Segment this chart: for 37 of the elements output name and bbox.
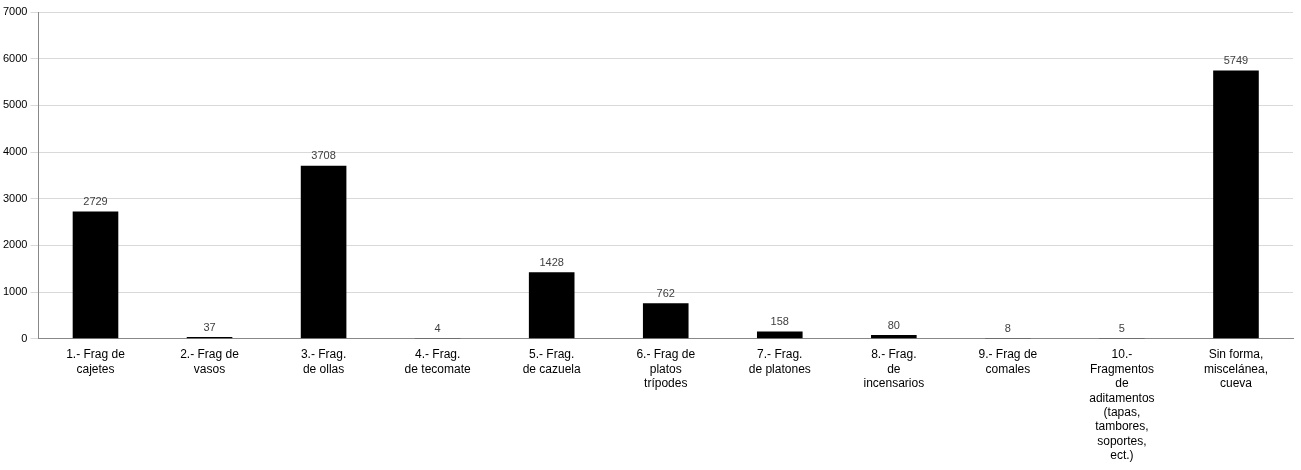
y-tick-label: 0: [21, 331, 28, 344]
y-tick-label: 1000: [2, 285, 28, 298]
bar: [871, 335, 917, 339]
x-tick-label: 4.- Frag. de tecomate: [404, 347, 471, 376]
x-tick-label: 8.- Frag. de incensarios: [863, 347, 925, 391]
data-label: 5749: [1223, 53, 1249, 66]
x-tick-label: 1.- Frag de cajetes: [66, 347, 126, 376]
bar: [300, 165, 347, 339]
x-tick-label: 7.- Frag. de platones: [748, 347, 811, 376]
y-tick-label: 2000: [2, 238, 28, 251]
data-label: 2729: [83, 194, 108, 207]
bar: [72, 211, 119, 339]
x-tick-label: 2.- Frag de vasos: [180, 347, 240, 376]
y-tick-label: 5000: [2, 98, 28, 111]
data-label: 762: [656, 286, 675, 299]
x-tick-label: 9.- Frag de comales: [978, 347, 1038, 376]
x-tick-label: Sin forma, miscelánea, cueva: [1203, 347, 1268, 391]
x-tick-label: 10.- Fragmentos de aditamentos (tapas, tambores, soportes, ect.): [1089, 347, 1155, 463]
data-label: 1428: [539, 255, 564, 268]
data-label: 80: [887, 318, 900, 331]
bar: [528, 272, 575, 339]
data-label: 5: [1118, 322, 1125, 335]
y-tick-label: 4000: [2, 145, 28, 158]
data-label: 37: [203, 320, 216, 333]
y-tick-label: 6000: [2, 51, 28, 64]
data-label: 8: [1004, 321, 1011, 334]
x-tick-label: 6.- Frag de platos trípodes: [636, 347, 696, 391]
y-tick-label: 3000: [2, 191, 28, 204]
bar: [642, 303, 689, 339]
bar: [756, 331, 803, 339]
y-tick-label: 7000: [2, 5, 28, 18]
x-tick-label: 5.- Frag. de cazuela: [522, 347, 582, 376]
data-label: 158: [770, 314, 789, 327]
data-label: 3708: [311, 149, 336, 162]
x-tick-label: 3.- Frag. de ollas: [300, 347, 347, 376]
data-label: 4: [434, 322, 441, 335]
bar: [1213, 70, 1259, 339]
